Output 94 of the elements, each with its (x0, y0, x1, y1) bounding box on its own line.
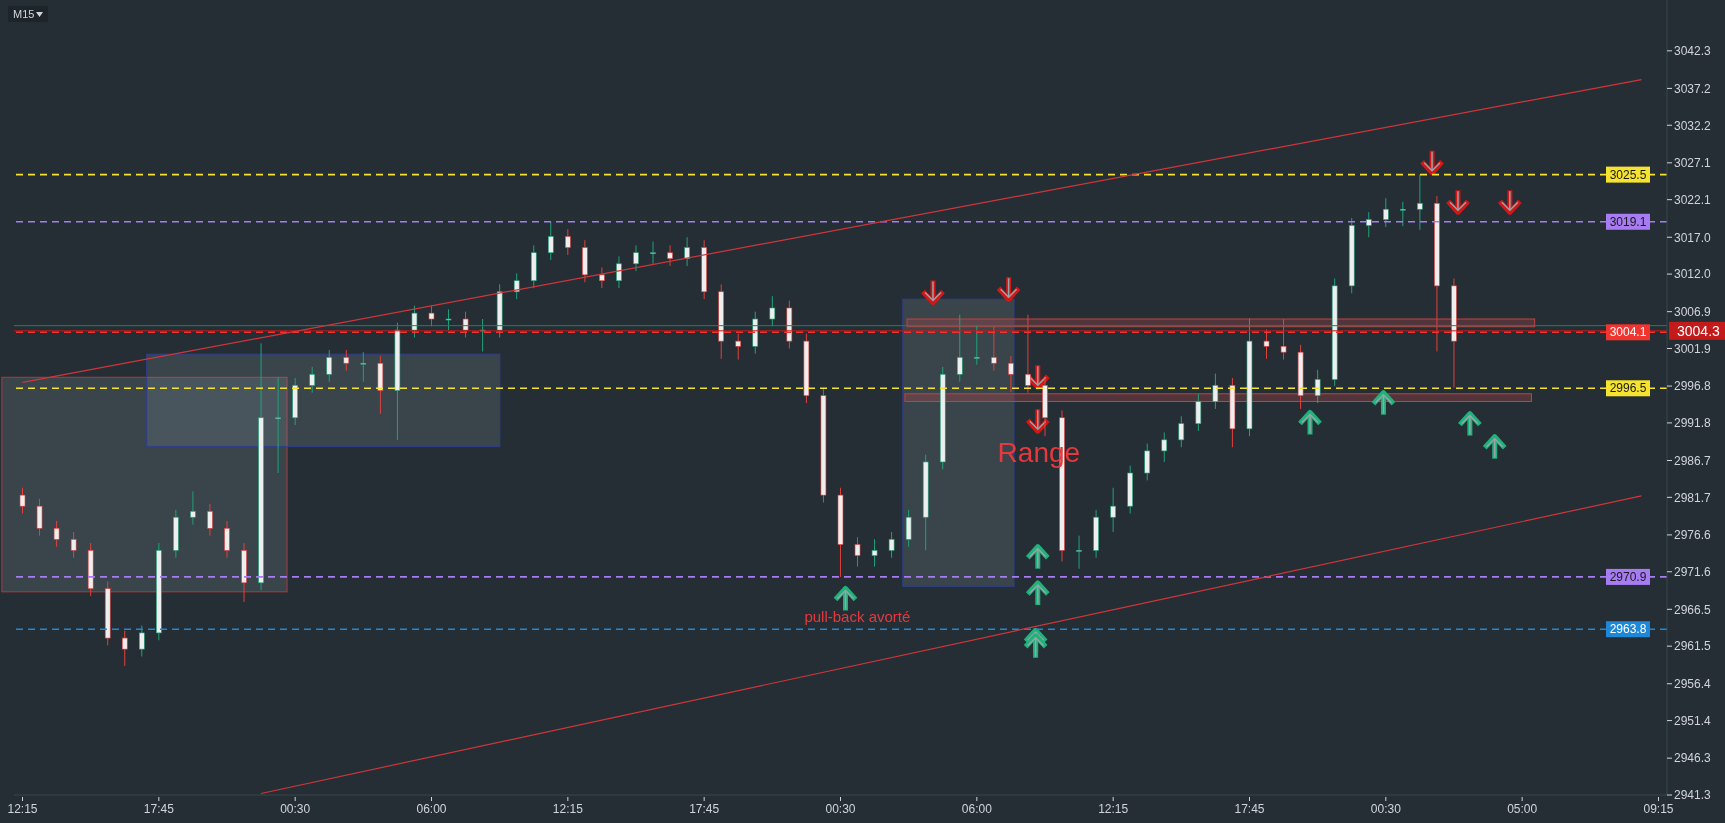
x-tick-label: 17:45 (143, 802, 175, 816)
candlestick (1417, 174, 1423, 231)
y-tick-label: 3032.2 (1674, 118, 1712, 133)
candlestick (547, 221, 554, 261)
candlestick (411, 305, 418, 338)
y-tick-label: 3037.2 (1674, 81, 1712, 96)
y-tick-label: 3006.9 (1674, 304, 1712, 319)
x-tick-label: 00:30 (280, 802, 311, 816)
candlestick (275, 376, 281, 474)
annotation: pull-back avorté (804, 608, 911, 626)
candlestick (1144, 443, 1151, 481)
x-tick-label: 12:15 (552, 802, 584, 816)
candlestick (905, 509, 912, 548)
y-tick-label: 3042.3 (1674, 44, 1712, 59)
ref-line-label: 3004.3 (1677, 322, 1721, 339)
candlestick (1280, 318, 1287, 361)
y-tick-label: 3017.0 (1674, 230, 1712, 245)
ref-line-label: 2996.5 (1609, 381, 1647, 396)
candlestick (36, 498, 43, 537)
candlestick (53, 520, 60, 548)
candlestick (428, 305, 435, 327)
candlestick (1025, 314, 1031, 394)
candlestick (1110, 487, 1116, 533)
candlestick (616, 255, 622, 289)
y-tick-label: 2946.3 (1674, 751, 1712, 766)
candlestick (207, 503, 213, 537)
y-tick-label: 2941.3 (1674, 788, 1712, 803)
candlestick (854, 536, 861, 568)
candlestick (1365, 211, 1372, 238)
y-tick-label: 2956.4 (1674, 677, 1712, 691)
ref-line-label: 3004.1 (1609, 325, 1647, 340)
ref-line-label: 3019.1 (1609, 214, 1647, 229)
candlestick (121, 630, 128, 667)
candlestick (19, 487, 26, 515)
y-tick-label: 2991.8 (1674, 416, 1712, 431)
candlestick (1076, 535, 1082, 570)
y-tick-label: 2951.4 (1674, 713, 1712, 728)
candlestick (1263, 328, 1270, 360)
candlestick (343, 349, 350, 372)
y-tick-label: 2986.7 (1674, 453, 1712, 468)
y-tick-label: 2971.6 (1674, 565, 1712, 580)
x-tick-label: 06:00 (961, 802, 993, 816)
y-tick-label: 2966.5 (1674, 602, 1712, 617)
x-tick-label: 00:30 (1370, 802, 1402, 816)
x-tick-label: 09:15 (1643, 802, 1674, 816)
x-tick-label: 12:15 (7, 802, 38, 816)
candlestick (1314, 369, 1321, 404)
candlestick (769, 295, 776, 327)
x-tick-label: 12:15 (1098, 802, 1129, 816)
candlestick (991, 325, 997, 372)
candlestick (513, 272, 520, 300)
candlestick (650, 241, 656, 265)
candlestick (1195, 393, 1202, 432)
y-tick-label: 2981.7 (1674, 490, 1712, 505)
y-tick-label: 2961.5 (1674, 639, 1712, 654)
candlestick (360, 351, 367, 383)
candlestick (190, 490, 196, 526)
annotation: M15 (13, 8, 35, 20)
candlestick (1383, 197, 1389, 228)
candlestick (1161, 432, 1168, 463)
candlestick (667, 244, 673, 267)
candlestick (888, 531, 895, 559)
candlestick (599, 266, 605, 289)
candlestick (1008, 355, 1014, 393)
y-tick-label: 2996.8 (1674, 379, 1712, 394)
ref-line-label: 3025.5 (1609, 167, 1647, 182)
candlestick (633, 244, 639, 272)
candlestick (1178, 415, 1185, 448)
candlestick (326, 349, 333, 383)
candlestick (871, 538, 878, 568)
y-tick-label: 3027.1 (1674, 156, 1712, 171)
candlestick (956, 314, 963, 383)
x-tick-label: 17:45 (689, 802, 720, 816)
candlestick (735, 333, 742, 361)
x-tick-label: 00:30 (825, 802, 856, 816)
candlestick (309, 366, 315, 394)
candlestick (1212, 373, 1219, 410)
x-tick-label: 05:00 (1507, 802, 1538, 816)
candlestick (138, 625, 145, 657)
candlestick (70, 531, 77, 559)
y-tick-label: 2976.6 (1674, 528, 1712, 543)
candlestick (974, 325, 980, 366)
candlestick (445, 308, 452, 331)
y-tick-label: 3012.0 (1674, 267, 1712, 282)
candlestick (1400, 201, 1406, 227)
candlestick (224, 520, 230, 559)
y-tick-label: 3001.9 (1674, 341, 1712, 356)
x-tick-label: 17:45 (1234, 802, 1265, 816)
candlestick (684, 236, 690, 267)
y-tick-label: 3022.1 (1674, 192, 1712, 207)
candlestick (565, 228, 571, 256)
ref-line-label: 2963.8 (1609, 622, 1647, 637)
x-tick-label: 06:00 (416, 802, 447, 816)
ref-line-label: 2970.9 (1609, 569, 1647, 584)
